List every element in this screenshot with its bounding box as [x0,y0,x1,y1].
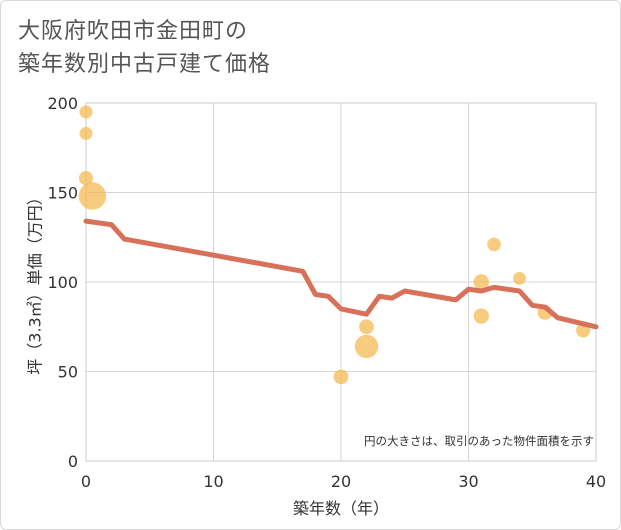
y-tick-label: 0 [68,452,78,471]
bubble [78,171,94,186]
y-tick-label: 50 [58,363,78,382]
bubble [79,105,93,119]
bubble [513,271,526,285]
y-tick-labels: 0 50 100 150 200 [47,94,78,471]
x-tick-labels: 0 10 20 30 40 [81,472,606,491]
y-tick-label: 100 [47,273,78,292]
bubble-size-note: 円の大きさは、取引のあった物件面積を示す [364,434,594,448]
trend-line [83,218,599,330]
plot-frame [85,102,597,462]
bubble [359,319,374,335]
y-tick-label: 150 [47,184,78,203]
x-tick-label: 40 [586,472,606,491]
bubble [354,334,379,359]
y-axis-label: 坪（3.3㎡）単価（万円） [26,189,45,374]
x-tick-label: 0 [81,472,91,491]
bubble [79,126,93,140]
chart-title: 大阪府吹田市金田町の 築年数別中古戸建て価格 [18,15,271,81]
chart-title-line1: 大阪府吹田市金田町の [18,19,249,44]
bubble [473,274,489,290]
x-tick-label: 20 [331,472,351,491]
bubble [473,308,489,324]
bubble [78,182,107,210]
bubble [333,369,349,385]
chart-title-line2: 築年数別中古戸建て価格 [18,52,272,77]
x-tick-label: 30 [458,472,478,491]
bubble [487,237,501,252]
x-axis-label: 築年数（年） [293,499,389,518]
y-tick-label: 200 [47,94,78,113]
x-tick-label: 10 [203,472,223,491]
